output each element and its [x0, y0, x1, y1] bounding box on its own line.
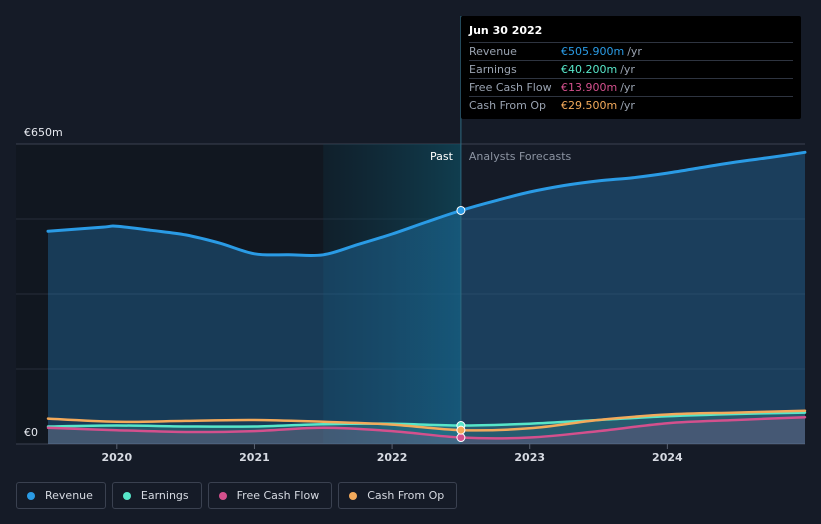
legend-dot-icon	[349, 491, 358, 500]
tooltip-unit: /yr	[620, 99, 635, 112]
series-line-revenue	[46, 150, 807, 258]
legend-label: Revenue	[45, 489, 93, 502]
legend-dot-icon	[27, 491, 35, 500]
forecast-label: Analysts Forecasts	[469, 150, 572, 163]
tooltip: Jun 30 2022 Revenue €505.900m/yr Earnings €…	[461, 16, 801, 119]
tooltip-series-value: €40.200m	[561, 63, 618, 76]
tooltip-row-free-cash-flow: Free Cash Flow €13.900m/yr	[469, 78, 793, 96]
legend-label: Free Cash Flow	[236, 489, 320, 502]
marker-cash-from-op	[456, 425, 466, 435]
tooltip-series-value: €505.900m	[561, 45, 625, 58]
x-tick-label: 2023	[514, 451, 545, 464]
tooltip-series-value: €13.900m	[561, 81, 618, 94]
y-tick-label: €650m	[24, 126, 63, 139]
tooltip-unit: /yr	[620, 63, 635, 76]
tooltip-row-cash-from-op: Cash From Op €29.500m/yr	[469, 96, 793, 114]
tooltip-series-value: €29.500m	[561, 99, 618, 112]
x-tick-label: 2022	[377, 451, 408, 464]
legend-label: Cash From Op	[367, 489, 445, 502]
tooltip-row-earnings: Earnings €40.200m/yr	[469, 60, 793, 78]
legend-label: Earnings	[140, 489, 189, 502]
series-line-free-cash-flow	[46, 415, 807, 440]
tooltip-row-revenue: Revenue €505.900m/yr	[469, 42, 793, 60]
y-tick-label: €0	[24, 426, 38, 439]
tooltip-series-name: Revenue	[469, 45, 517, 58]
legend-item-cash-from-op[interactable]: Cash From Op	[338, 482, 458, 509]
legend-dot-icon	[122, 491, 131, 500]
tooltip-unit: /yr	[627, 45, 642, 58]
tooltip-series-name: Cash From Op	[469, 99, 547, 112]
highlight-band	[323, 144, 461, 444]
marker-revenue	[456, 205, 466, 215]
series-line-cash-from-op	[46, 409, 807, 432]
legend-dot-icon	[218, 491, 227, 500]
tooltip-unit: /yr	[620, 81, 635, 94]
marker-free-cash-flow	[456, 433, 466, 443]
legend-item-free-cash-flow[interactable]: Free Cash Flow	[207, 482, 333, 509]
x-tick-label: 2020	[102, 451, 133, 464]
series-area-revenue	[48, 152, 805, 445]
tooltip-date: Jun 30 2022	[469, 24, 543, 37]
x-tick-label: 2021	[239, 451, 270, 464]
series-line-earnings	[46, 411, 807, 428]
past-label: Past	[430, 150, 454, 163]
series-area-free-cash-flow	[48, 417, 805, 444]
tooltip-series-name: Earnings	[469, 63, 517, 76]
legend-item-earnings[interactable]: Earnings	[111, 482, 202, 509]
x-tick-label: 2024	[652, 451, 683, 464]
legend-item-revenue[interactable]: Revenue	[16, 482, 106, 509]
tooltip-series-name: Free Cash Flow	[469, 81, 552, 94]
legend: Revenue Earnings Free Cash Flow Cash From O…	[16, 482, 458, 509]
